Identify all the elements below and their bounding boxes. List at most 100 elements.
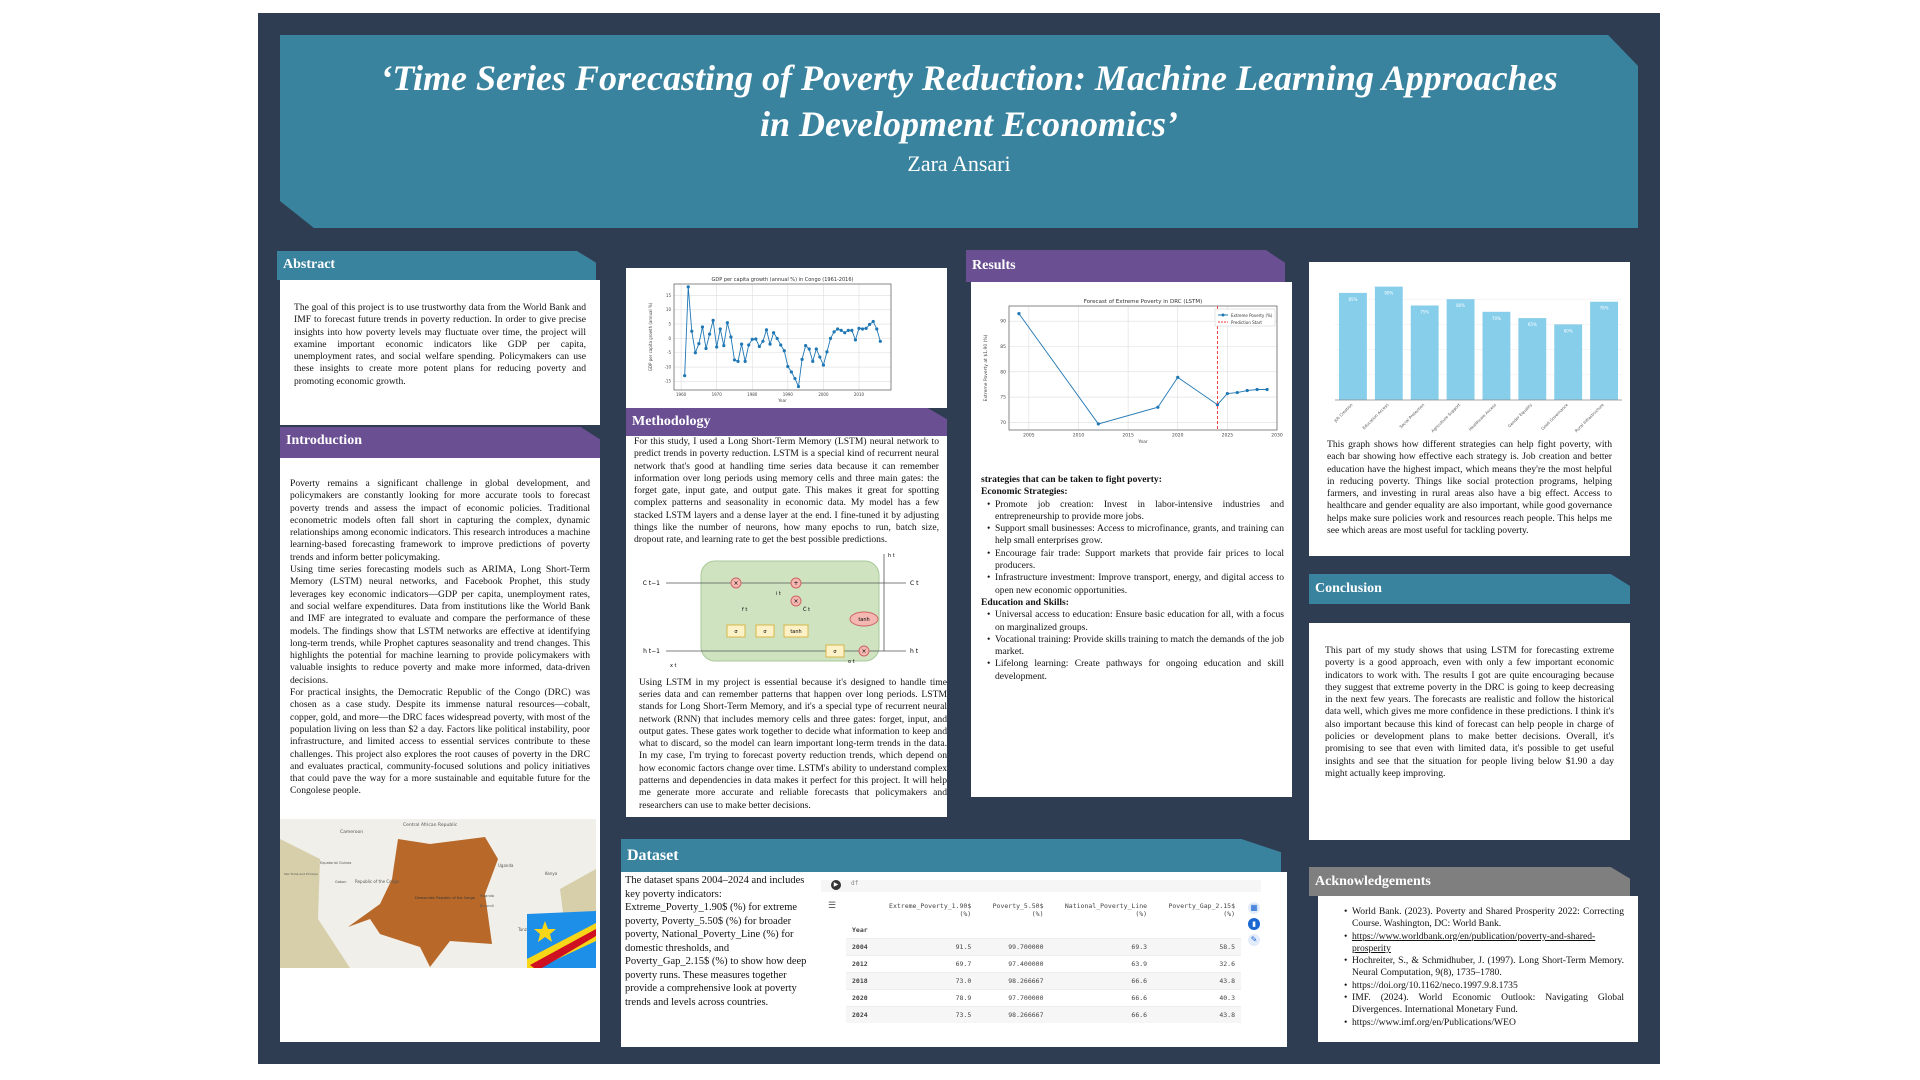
data-point (700, 325, 705, 329)
dataset-body: The dataset spans 2004–2024 and includes… (621, 872, 1287, 1047)
x-tick-label: 2010 (854, 392, 865, 397)
bar (1590, 301, 1618, 400)
x-tick-label: Job Creation (1332, 402, 1354, 424)
bar-value-label: 70% (1492, 316, 1501, 321)
group-title: Economic Strategies: (981, 486, 1068, 498)
map-label: Kenya (545, 871, 558, 876)
map-label: Burundi (480, 904, 494, 908)
results-body: Forecast of Extreme Poverty in DRC (LSTM… (971, 282, 1292, 797)
data-point (786, 364, 790, 369)
data-point (1096, 422, 1100, 426)
reference-item: Hochreiter, S., & Schmidhuber, J. (1997)… (1338, 955, 1624, 980)
label-i-t: i t (776, 591, 781, 597)
map-label: Tanzania (517, 927, 536, 932)
notebook-cell[interactable]: ▶ df (821, 880, 1261, 892)
bar-value-label: 65% (1528, 322, 1537, 327)
map-label: Cameroon (340, 829, 363, 835)
data-point (811, 359, 815, 363)
data-point (875, 327, 879, 331)
x-tick-label: 2000 (818, 392, 829, 397)
cell-code: df (851, 880, 859, 887)
data-point (1255, 387, 1259, 392)
run-cell-icon[interactable]: ▶ (831, 880, 841, 890)
x-axis-label: Year (777, 398, 787, 403)
output-toggle-icon[interactable]: ☰ (828, 900, 837, 910)
data-point (757, 344, 761, 349)
candidate-gate: tanh (790, 629, 801, 635)
reference-link[interactable]: https://www.worldbank.org/en/publication… (1338, 931, 1624, 956)
y-tick-label: 10 (666, 307, 672, 312)
table-row: 2012 69.7 97.400000 63.9 32.6 (846, 955, 1241, 973)
label-c-t: C t (910, 580, 919, 587)
dataset-text: The dataset spans 2004–2024 and includes… (625, 875, 807, 1008)
title-banner: ‘Time Series Forecasting of Poverty Redu… (280, 35, 1638, 228)
data-point (750, 337, 754, 341)
data-point (711, 318, 715, 322)
data-point (789, 370, 793, 374)
intro-paragraph: Using time series forecasting models suc… (290, 564, 590, 686)
chart-suggest-icon[interactable]: ▮ (1248, 918, 1260, 930)
data-point (871, 319, 875, 324)
table-row: 2004 91.5 99.700000 69.3 58.5 (846, 938, 1241, 956)
conclusion-heading: Conclusion (1309, 574, 1630, 604)
label-h-prev: h t−1 (643, 648, 660, 655)
data-point (743, 359, 747, 363)
methodology-heading: Methodology (626, 408, 947, 436)
label-h-t: h t (910, 648, 919, 655)
methodology-text-1: For this study, I used a Long Short-Term… (634, 436, 939, 546)
strategy-chart-text: This graph shows how different strategie… (1327, 439, 1612, 537)
data-point (779, 343, 783, 347)
table-row: 2020 78.9 97.700000 66.6 40.3 (846, 989, 1241, 1007)
legend-marker (1221, 313, 1225, 317)
table-view-icon[interactable]: ▦ (1248, 902, 1260, 914)
legend-box (1214, 308, 1276, 327)
reference-item: IMF. (2024). World Economic Outlook: Nav… (1338, 992, 1624, 1017)
strategy-effectiveness-chart: 85% Job Creation 90% Education Access 75% Soc… (1332, 286, 1622, 433)
tanh-node: tanh (858, 617, 869, 623)
reference-item: World Bank. (2023). Poverty and Shared P… (1338, 906, 1624, 931)
methodology-body: For this study, I used a Long Short-Term… (626, 436, 947, 817)
column-header: National_Poverty_Line (%) (1064, 902, 1148, 918)
data-point (683, 374, 687, 378)
map-label: Republic of the Congo (355, 879, 400, 884)
data-point (853, 338, 858, 342)
magic-wand-icon[interactable]: ✎ (1248, 934, 1260, 946)
strategies-intro: strategies that can be taken to fight po… (981, 474, 1162, 485)
data-point (828, 336, 833, 341)
intro-paragraph: For practical insights, the Democratic R… (290, 687, 590, 797)
y-tick-label: 80 (1000, 369, 1006, 375)
data-point (686, 285, 690, 289)
chart-title: Forecast of Extreme Poverty in DRC (LSTM… (1084, 299, 1203, 305)
data-point (782, 349, 786, 353)
map-label: Uganda (498, 863, 514, 868)
data-point (704, 346, 708, 351)
data-point (832, 330, 836, 334)
bar-value-label: 60% (1564, 328, 1573, 333)
data-point (1176, 375, 1180, 379)
strategy-item: Encourage fair trade: Support markets th… (981, 548, 1284, 573)
series-line (684, 286, 881, 389)
plot-frame (1008, 305, 1278, 431)
acknowledgements-heading: Acknowledgements (1309, 867, 1630, 896)
table-row: 2024 73.5 98.266667 66.6 43.8 (846, 1006, 1241, 1023)
data-point (729, 335, 733, 339)
bar (1482, 311, 1511, 400)
abstract-heading: Abstract (277, 251, 596, 280)
reference-link[interactable]: https://doi.org/10.1162/neco.1997.9.8.17… (1338, 980, 1624, 993)
output-gate: σ (833, 649, 837, 655)
strategy-item: Infrastructure investment: Improve trans… (981, 572, 1284, 597)
label-h-t-top: h t (888, 553, 895, 559)
reference-link[interactable]: https://www.imf.org/en/Publications/WEO (1338, 1017, 1624, 1030)
forget-gate: σ (734, 629, 738, 635)
multiply-icon: × (861, 648, 866, 655)
data-point (775, 336, 779, 341)
x-tick-label: Education Access (1361, 402, 1389, 430)
x-tick-label: 2010 (1073, 433, 1085, 439)
drc-flag-icon (527, 911, 596, 968)
x-tick-label: 2020 (1172, 433, 1184, 439)
bar (1339, 292, 1367, 400)
data-point (1235, 390, 1239, 395)
y-tick-label: 75 (1000, 395, 1006, 401)
data-point (754, 337, 758, 341)
x-tick-label: 2015 (1122, 433, 1134, 439)
